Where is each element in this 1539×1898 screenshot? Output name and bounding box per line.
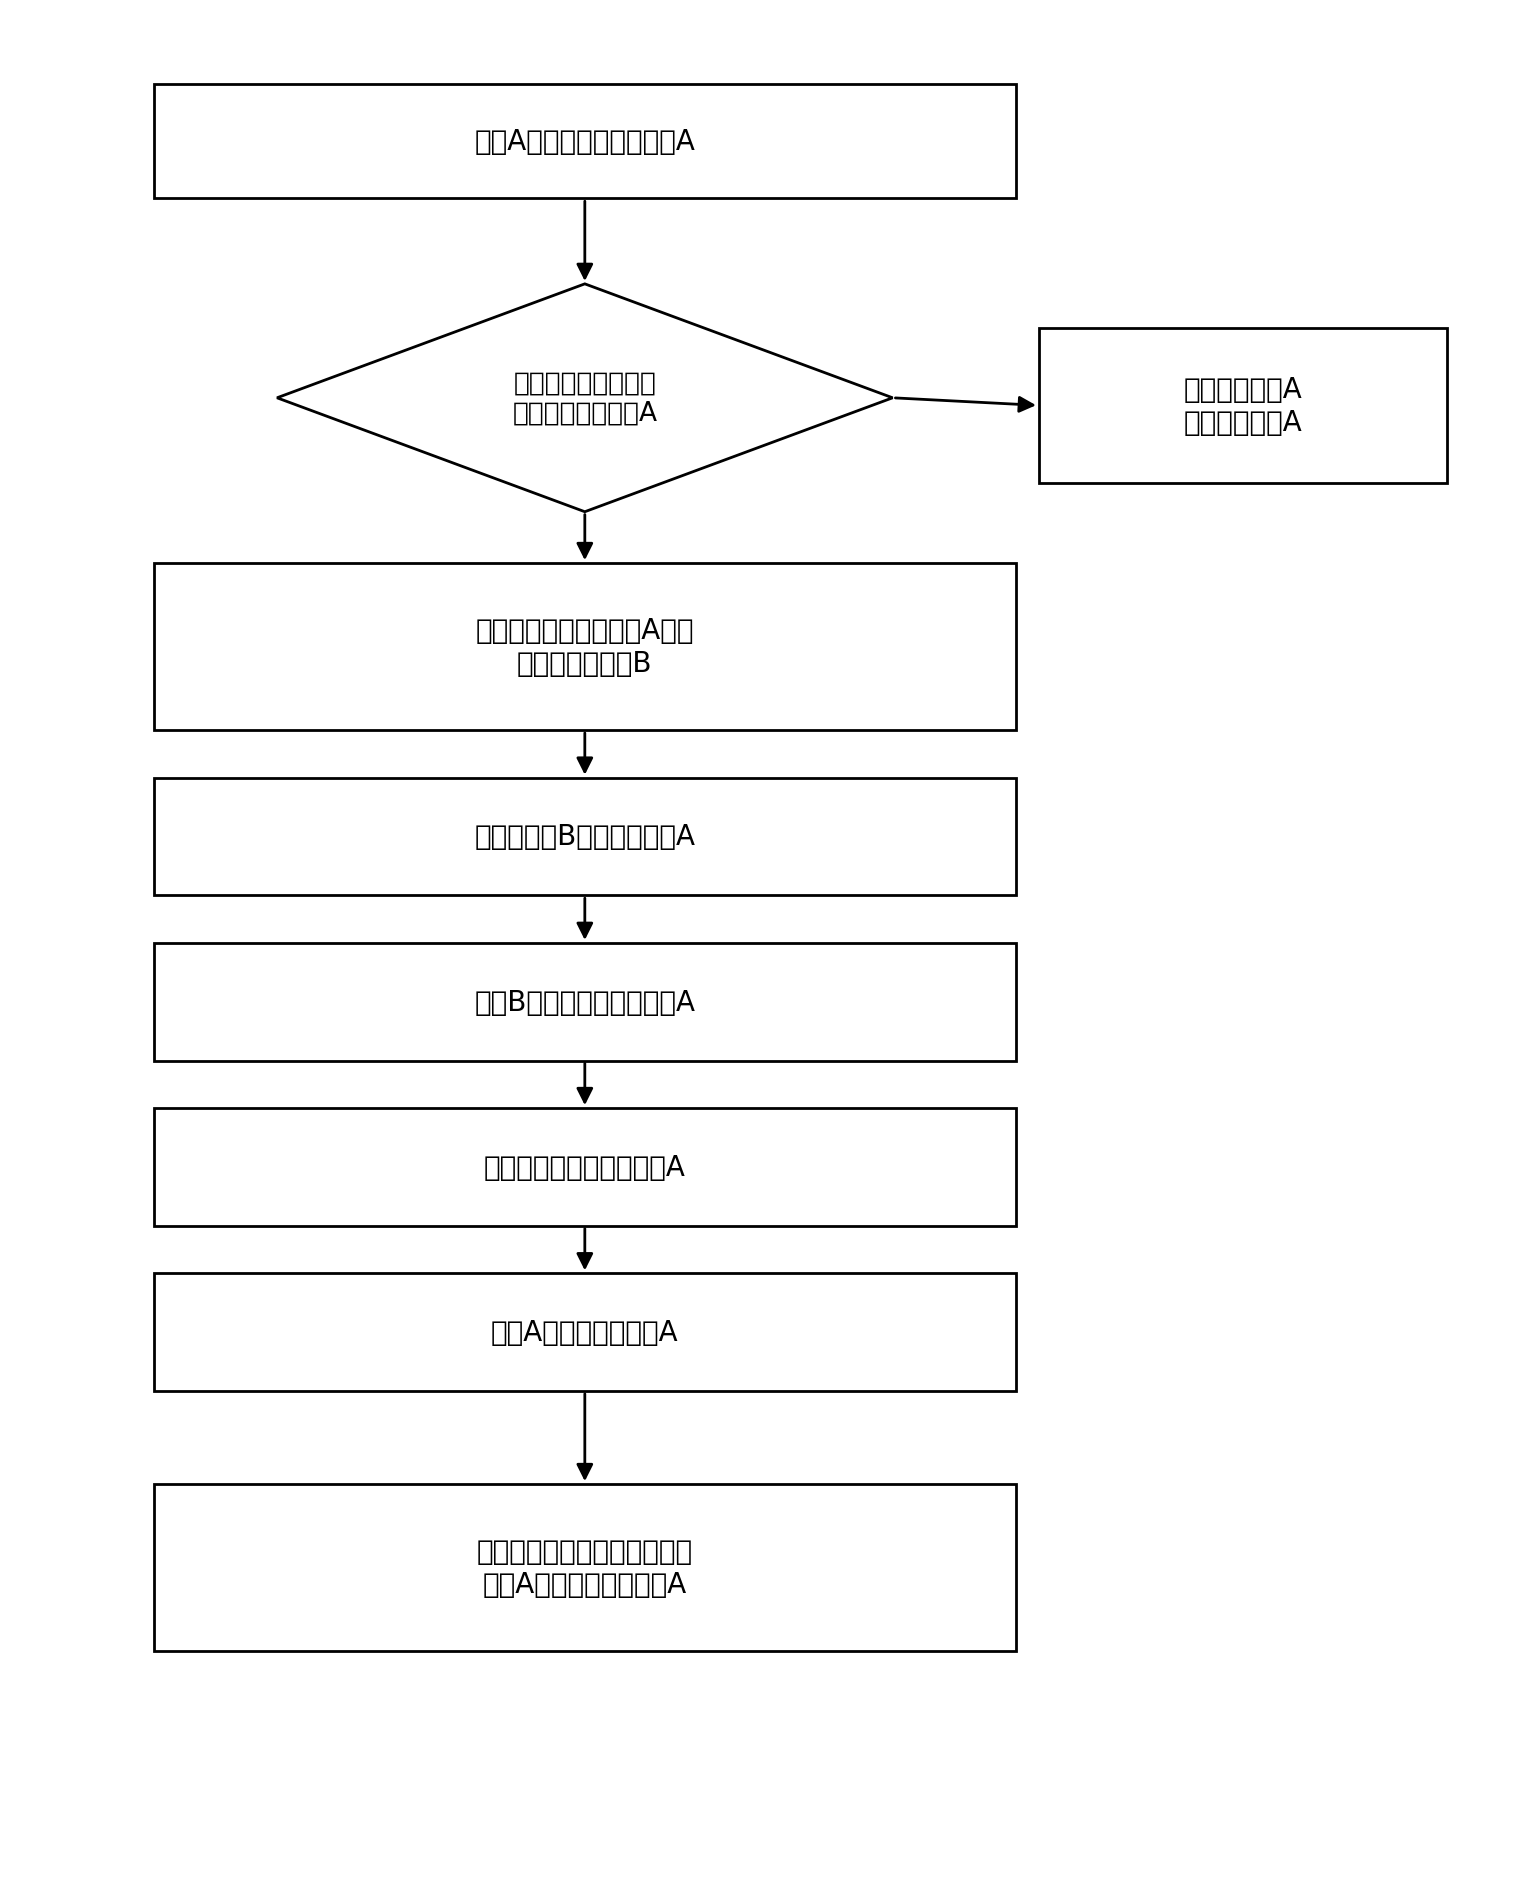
Text: 工厂修改其工艺配方库，记录
设备A也存储该工艺配方A: 工厂修改其工艺配方库，记录 设备A也存储该工艺配方A: [477, 1537, 693, 1598]
FancyBboxPatch shape: [1039, 328, 1447, 484]
FancyBboxPatch shape: [154, 943, 1016, 1061]
Text: 设备B向工厂发送工艺配方A: 设备B向工厂发送工艺配方A: [474, 989, 696, 1015]
Text: 工厂得到存储工艺配方A的设
备，假设为设备B: 工厂得到存储工艺配方A的设 备，假设为设备B: [476, 617, 694, 678]
Text: 工厂转发工艺配方到设备A: 工厂转发工艺配方到设备A: [483, 1154, 686, 1181]
Text: 工厂检查工艺配方库
中是否有工艺配方A: 工厂检查工艺配方库 中是否有工艺配方A: [512, 370, 657, 427]
FancyBboxPatch shape: [154, 1108, 1016, 1226]
Text: 设备A向工厂请求工艺配方A: 设备A向工厂请求工艺配方A: [474, 129, 696, 156]
FancyBboxPatch shape: [154, 1484, 1016, 1651]
Polygon shape: [277, 285, 893, 512]
FancyBboxPatch shape: [154, 85, 1016, 199]
FancyBboxPatch shape: [154, 1274, 1016, 1391]
Text: 工厂向设备B请求工艺配方A: 工厂向设备B请求工艺配方A: [474, 824, 696, 850]
Text: 工厂通知设备A
没有工艺配方A: 工厂通知设备A 没有工艺配方A: [1183, 376, 1302, 437]
FancyBboxPatch shape: [154, 564, 1016, 731]
FancyBboxPatch shape: [154, 778, 1016, 896]
Text: 设备A存储该工艺配方A: 设备A存储该工艺配方A: [491, 1319, 679, 1346]
